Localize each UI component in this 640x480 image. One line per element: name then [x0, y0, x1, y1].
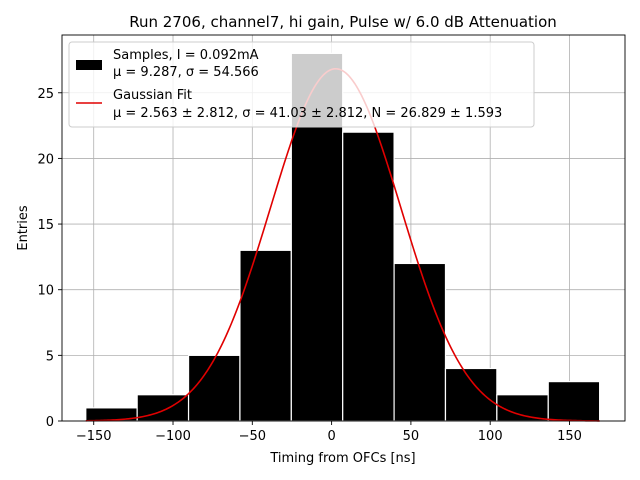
- histogram-bar: [393, 262, 447, 422]
- histogram-bar: [342, 131, 395, 422]
- histogram-bar: [239, 249, 292, 422]
- x-axis-ticks: −150 −100 −50 0 50 100 150: [76, 421, 582, 444]
- x-tick-label: 150: [557, 429, 582, 444]
- x-tick-label: 50: [403, 429, 420, 444]
- histogram-bar: [187, 354, 241, 422]
- x-axis-label: Timing from OFCs [ns]: [269, 451, 415, 466]
- plot-frame: [61, 34, 626, 422]
- legend-label-samples-stats: μ = 9.287, σ = 54.566: [113, 65, 259, 80]
- y-tick-label: 20: [37, 152, 54, 167]
- histogram-bar: [444, 367, 498, 422]
- x-tick-label: −150: [76, 429, 112, 444]
- legend-box: [68, 41, 535, 128]
- histogram-bar: [547, 381, 601, 422]
- y-tick-label: 10: [37, 284, 54, 299]
- y-axis-label: Entries: [16, 205, 31, 251]
- legend: Samples, I = 0.092mA μ = 9.287, σ = 54.5…: [68, 41, 535, 128]
- y-axis-ticks: 0 5 10 15 20 25: [37, 87, 62, 430]
- chart-title: Run 2706, channel7, hi gain, Pulse w/ 6.…: [129, 13, 557, 31]
- legend-label-samples: Samples, I = 0.092mA: [113, 48, 259, 63]
- x-tick-label: −50: [239, 429, 266, 444]
- y-tick-label: 5: [46, 349, 54, 364]
- y-tick-label: 15: [37, 218, 54, 233]
- legend-label-fit: Gaussian Fit: [113, 88, 192, 103]
- histogram-bar: [136, 394, 190, 422]
- legend-swatch-samples: [76, 60, 102, 70]
- x-tick-label: 100: [478, 429, 503, 444]
- legend-label-fit-stats: μ = 2.563 ± 2.812, σ = 41.03 ± 2.812, N …: [113, 106, 502, 121]
- x-tick-label: −100: [155, 429, 191, 444]
- y-tick-label: 25: [37, 87, 54, 102]
- x-tick-label: 0: [327, 429, 335, 444]
- y-tick-label: 0: [46, 415, 54, 430]
- histogram-bar: [496, 394, 549, 422]
